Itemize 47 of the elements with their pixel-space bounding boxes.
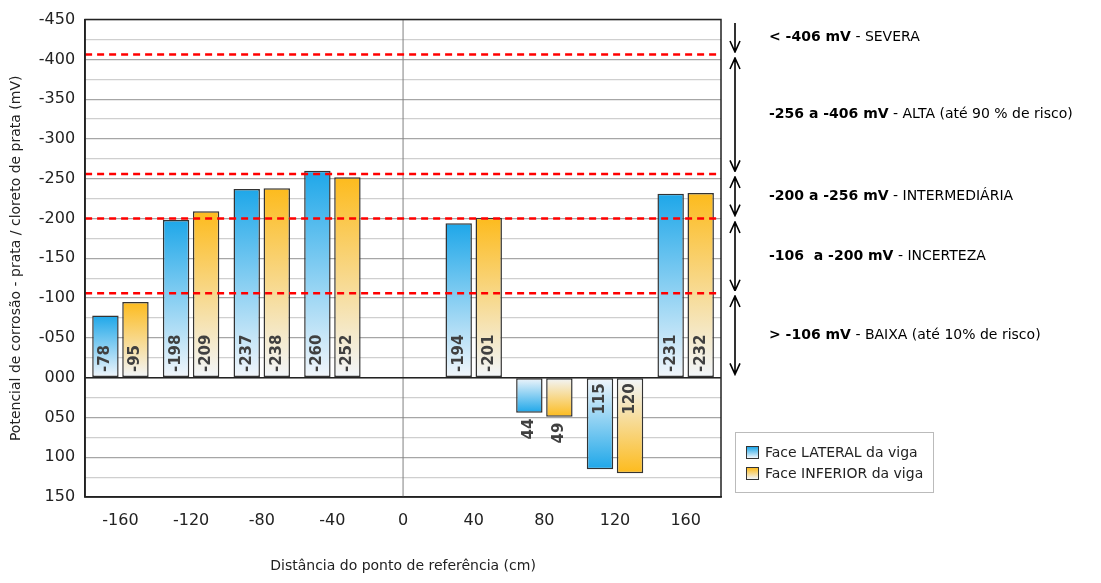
y-tick-label: 000: [44, 366, 76, 386]
data-label: -231: [660, 334, 679, 373]
data-label: -201: [478, 334, 497, 373]
x-tick-label: 40: [463, 509, 484, 529]
data-label: -237: [236, 334, 255, 373]
data-label: -252: [337, 334, 356, 373]
y-tick-label: -300: [38, 128, 76, 148]
y-tick-label: -050: [38, 327, 76, 347]
x-tick-label: 0: [397, 509, 409, 529]
y-tick-label: -200: [38, 207, 76, 227]
x-tick-label: -160: [102, 509, 139, 529]
text: < -406 mV - SEVERA: [769, 27, 921, 44]
y-tick-label: -400: [38, 48, 76, 68]
data-label: -78: [95, 344, 114, 373]
x-tick-label: -40: [319, 509, 346, 529]
y-tick-label: 100: [44, 446, 76, 466]
data-label: 49: [549, 422, 568, 444]
legend-label: Face LATERAL da viga: [765, 444, 918, 460]
x-tick-label: -80: [248, 509, 275, 529]
data-label: -198: [165, 334, 184, 373]
y-tick-label: -150: [38, 247, 76, 267]
data-label: -232: [690, 334, 709, 373]
y-tick-label: -350: [38, 88, 76, 108]
data-label: -238: [266, 334, 285, 373]
y-tick-label: 150: [44, 486, 76, 506]
text: -256 a -406 mV - ALTA (até 90 % de risco): [769, 104, 1073, 121]
data-label: -95: [125, 344, 144, 373]
data-label: 120: [619, 383, 638, 415]
y-tick-label: -450: [38, 8, 76, 28]
x-tick-label: 160: [670, 509, 701, 529]
text: -106 a -200 mV - INCERTEZA: [769, 246, 987, 263]
data-label: 115: [589, 383, 608, 415]
y-axis-title: Potencial de corrosão - prata / cloreto de prata (mV): [7, 75, 24, 442]
y-tick-label: 050: [44, 406, 76, 426]
y-tick-label: -250: [38, 167, 76, 187]
data-label: -260: [307, 334, 326, 373]
x-tick-label: 80: [534, 509, 555, 529]
x-axis-title: Distância do ponto de referência (cm): [270, 557, 536, 574]
text: > -106 mV - BAIXA (até 10% de risco): [769, 326, 1041, 343]
text: -200 a -256 mV - INTERMEDIÁRIA: [769, 186, 1014, 203]
x-tick-label: 120: [599, 509, 631, 529]
data-label: -194: [448, 334, 467, 373]
data-label: -209: [196, 334, 214, 373]
legend-label: Face INFERIOR da viga: [765, 465, 924, 481]
y-tick-label: -100: [38, 287, 76, 307]
data-label: 44: [519, 418, 538, 440]
x-tick-label: -120: [172, 509, 210, 529]
